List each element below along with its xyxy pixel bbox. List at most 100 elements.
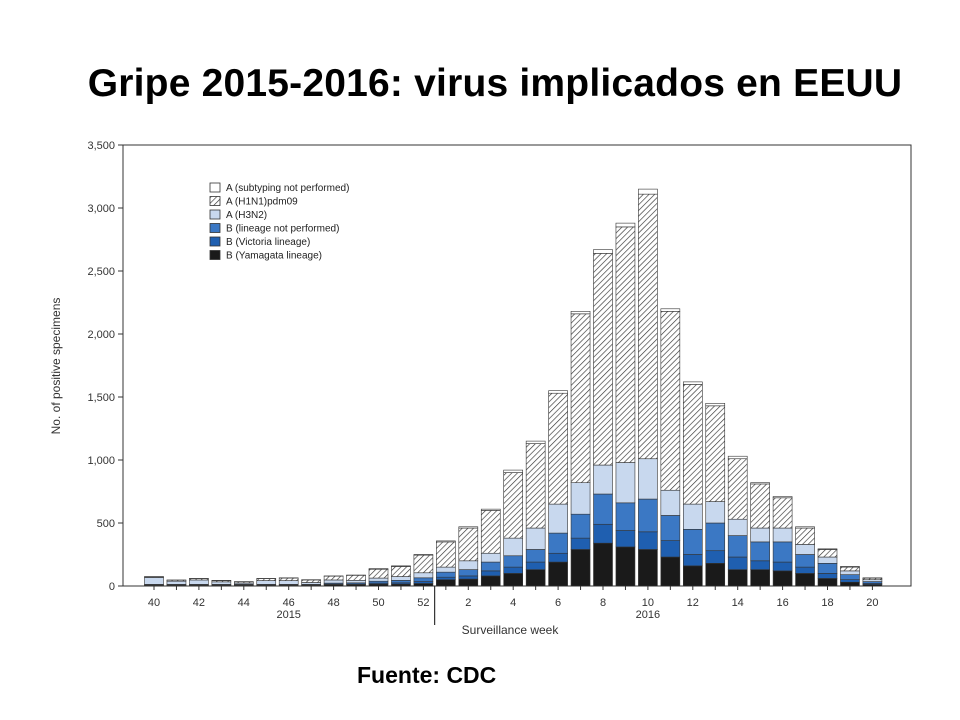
bar-segment <box>593 464 613 495</box>
legend-swatch <box>209 250 221 260</box>
y-tick-label: 0 <box>109 581 115 593</box>
bar-segment <box>638 458 658 500</box>
bar-segment <box>323 579 344 584</box>
y-tick-label: 1,500 <box>87 392 115 404</box>
bar-segment <box>772 527 793 543</box>
x-tick-label: 48 <box>327 597 339 609</box>
bar-segment <box>525 561 546 570</box>
bar-segment <box>750 483 770 529</box>
bar-segment <box>682 381 703 385</box>
bar-segment <box>593 253 613 466</box>
x-tick-label: 10 <box>642 597 654 609</box>
bar-segment <box>660 311 681 491</box>
y-axis-ticks: 0 500 1,000 1,500 2,000 2,500 3,000 3,500 <box>87 140 123 593</box>
x-tick-label: 16 <box>776 597 788 609</box>
bar-segment <box>346 574 366 581</box>
bar-segment <box>615 222 636 228</box>
bar-segment <box>503 566 524 574</box>
bar-segment <box>638 531 658 550</box>
bar-segment <box>705 522 726 552</box>
bar-segment <box>705 501 726 524</box>
slide-title: Gripe 2015-2016: virus implicados en EEU… <box>87 62 903 105</box>
bar-segment <box>593 542 613 587</box>
bar-segment <box>840 566 860 568</box>
x-tick-label: 12 <box>687 597 699 609</box>
bar-segment <box>660 489 681 516</box>
bar-segment <box>570 513 591 539</box>
bar-segment <box>840 566 860 572</box>
bar-segment <box>413 554 434 556</box>
legend-label: B (lineage not performed) <box>226 224 339 235</box>
bar-segment <box>413 583 434 587</box>
bar-segment <box>727 455 748 460</box>
bar-segment <box>795 566 815 574</box>
bar-segment <box>436 571 456 578</box>
bar-segment <box>480 561 501 572</box>
x-tick-label: 14 <box>732 597 744 609</box>
x-tick-label: 4 <box>510 597 516 609</box>
bar-segment <box>480 510 501 554</box>
bar-segment <box>570 311 591 315</box>
bar-segment <box>211 581 232 585</box>
bar-segment <box>525 527 546 550</box>
x-tick-label: 52 <box>417 597 429 609</box>
bar-segment <box>615 502 636 531</box>
bar-segment <box>278 577 299 581</box>
bar-segment <box>795 544 815 555</box>
bar-segment <box>593 523 613 544</box>
bar-segment <box>795 527 815 545</box>
bar-segment <box>660 515 681 541</box>
bars <box>144 188 883 587</box>
bar-segment <box>817 556 838 564</box>
bar-segment <box>413 554 434 574</box>
legend-label: A (subtyping not performed) <box>226 183 349 194</box>
bar-segment <box>525 569 546 587</box>
legend-swatch <box>209 182 221 193</box>
y-tick-label: 500 <box>97 518 115 530</box>
bar-segment <box>817 549 838 558</box>
x-tick-label: 40 <box>148 597 160 609</box>
y-tick-label: 1,000 <box>87 455 115 467</box>
bar-segment <box>840 581 860 587</box>
bar-segment <box>750 482 770 485</box>
y-tick-label: 3,500 <box>87 140 115 152</box>
bar-segment <box>638 498 658 533</box>
bar-segment <box>615 546 636 587</box>
legend-swatch <box>209 236 221 247</box>
bar-segment <box>727 569 748 587</box>
bar-segment <box>638 193 658 460</box>
y-axis-title: No. of positive specimens <box>49 298 63 435</box>
bar-segment <box>660 556 681 587</box>
bar-segment <box>525 440 546 444</box>
bar-segment <box>840 570 860 575</box>
bar-segment <box>525 549 546 563</box>
bar-segment <box>682 384 703 505</box>
bar-segment <box>548 392 568 505</box>
bar-segment <box>436 579 456 587</box>
bar-segment <box>727 458 748 520</box>
bar-segment <box>346 580 366 584</box>
bar-segment <box>391 580 411 584</box>
bar-segment <box>458 575 479 580</box>
bar-segment <box>750 560 770 570</box>
bar-segment <box>570 537 591 550</box>
bar-segment <box>795 554 815 568</box>
bar-segment <box>548 552 568 563</box>
bar-segment <box>413 577 434 582</box>
bar-segment <box>638 188 658 195</box>
bar-segment <box>750 527 770 543</box>
bar-segment <box>480 570 501 577</box>
year-label-2015: 2015 <box>276 609 300 621</box>
legend-swatch <box>209 223 221 233</box>
legend-swatch <box>209 196 221 206</box>
bar-segment <box>458 578 479 587</box>
bar-segment <box>278 580 299 585</box>
bar-segment <box>436 540 456 543</box>
legend-label: B (Yamagata lineage) <box>226 251 322 262</box>
bar-segment <box>570 482 591 515</box>
legend-label: A (H3N2) <box>226 210 267 221</box>
bar-segment <box>458 527 479 562</box>
bar-segment <box>615 530 636 548</box>
bar-segment <box>548 390 568 394</box>
